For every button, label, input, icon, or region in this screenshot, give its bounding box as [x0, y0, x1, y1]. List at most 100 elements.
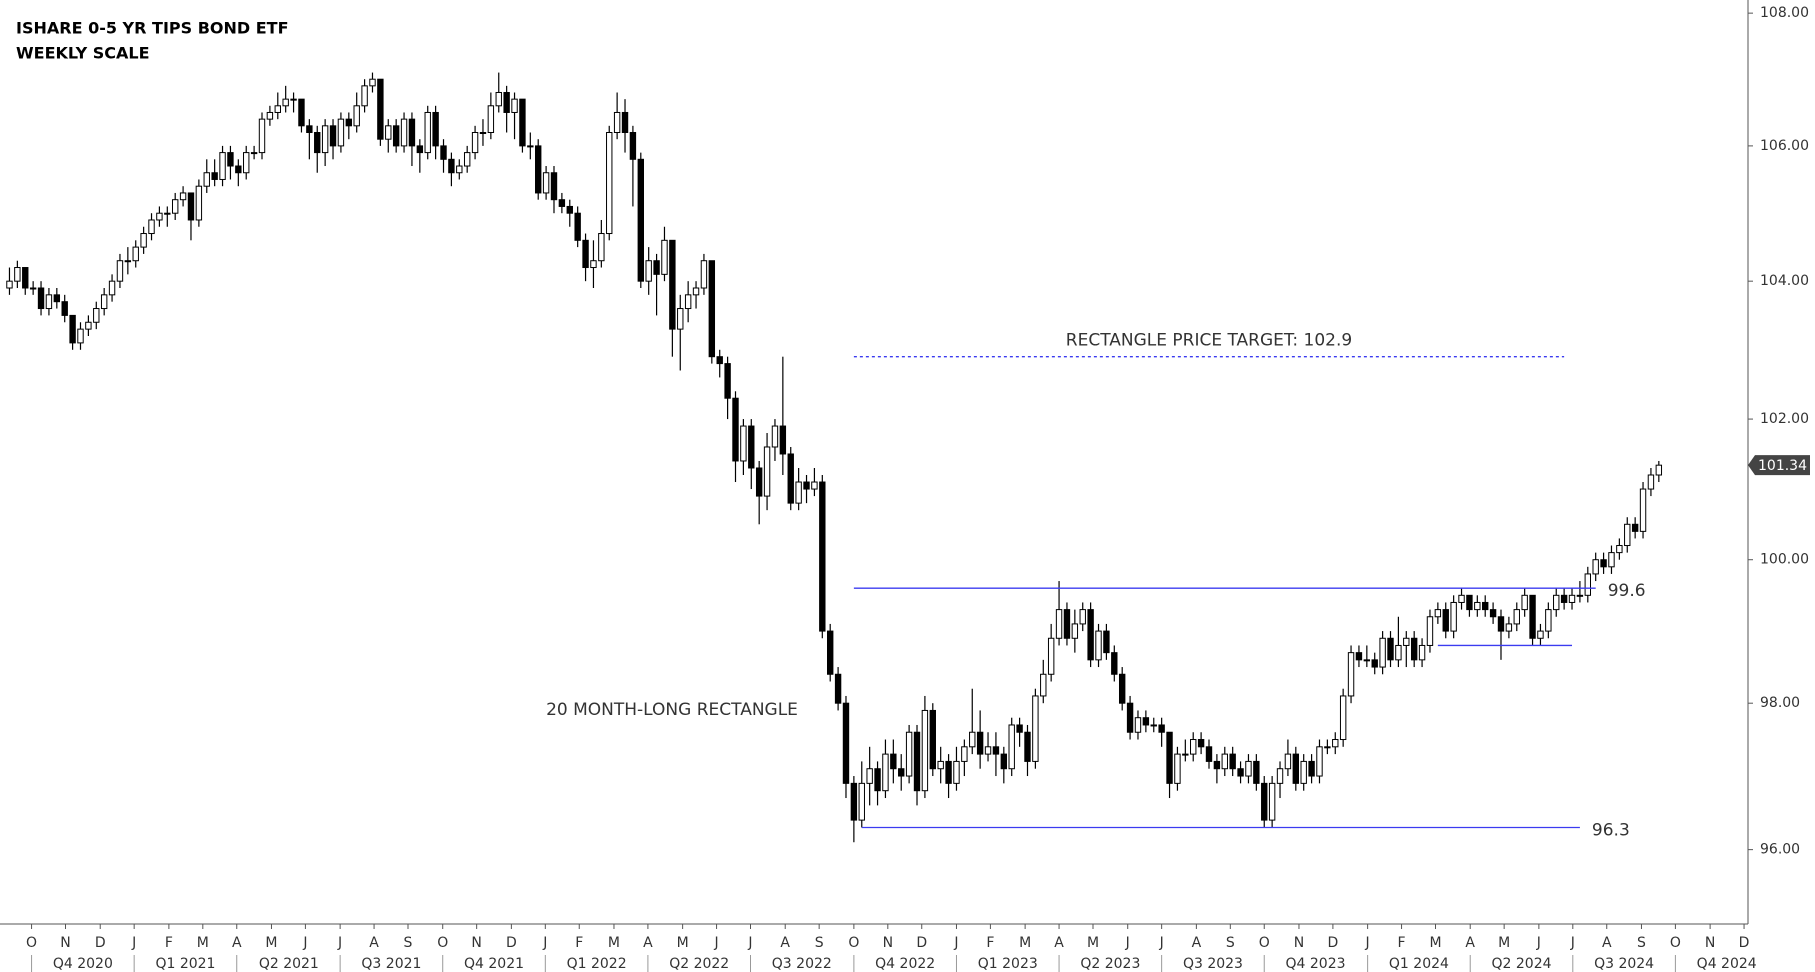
candle-body — [250, 152, 258, 155]
x-tick-label: J — [1159, 935, 1164, 951]
candle-body — [945, 760, 952, 784]
x-tick-label: A — [232, 935, 242, 951]
candle-body — [637, 158, 645, 282]
candle-body — [1205, 746, 1213, 762]
candle-body — [969, 731, 976, 748]
candle-body — [527, 145, 534, 148]
candle-body — [1553, 594, 1560, 611]
x-tick-label: M — [608, 935, 620, 951]
candle-body — [748, 425, 755, 469]
candle-body — [645, 260, 652, 282]
x-tick-label: S — [1637, 935, 1646, 951]
candle-body — [1190, 739, 1197, 755]
candle-body — [961, 746, 968, 762]
candle-body — [1253, 760, 1260, 784]
candle-body — [1316, 746, 1323, 777]
candle-body — [463, 152, 471, 167]
candle-body — [558, 199, 566, 207]
candle-body — [1268, 782, 1276, 821]
candle-body — [290, 98, 297, 101]
candle-body — [1505, 623, 1513, 632]
candle-body — [85, 321, 92, 330]
candle-body — [779, 425, 787, 455]
candle-body — [1182, 753, 1189, 756]
x-tick-label: F — [1398, 935, 1406, 951]
x-tick-label: S — [404, 935, 413, 951]
y-tick-label: 102.00 — [1760, 411, 1809, 427]
candle-body — [874, 768, 881, 792]
x-tick-label: J — [302, 935, 307, 951]
candle-body — [203, 172, 210, 187]
candle-body — [22, 267, 29, 289]
candle-body — [37, 287, 45, 310]
candle-body — [282, 98, 289, 107]
candle-body — [1418, 644, 1426, 661]
x-tick-label: N — [1294, 935, 1304, 951]
last-price-label: 101.34 — [1758, 458, 1807, 474]
x-tick-label: M — [677, 935, 689, 951]
candle-body — [1426, 616, 1434, 646]
y-tick-label: 100.00 — [1760, 552, 1809, 568]
candle-body — [795, 481, 802, 504]
candle-body — [298, 98, 305, 127]
candle-body — [1395, 644, 1402, 661]
candle-body — [598, 233, 605, 262]
y-tick-label: 104.00 — [1760, 273, 1809, 289]
candle-body — [511, 98, 518, 113]
candle-body — [1537, 630, 1544, 639]
candle-body — [116, 260, 124, 282]
candle-body — [29, 287, 37, 290]
candle-body — [1458, 594, 1465, 603]
candle-body — [1631, 523, 1639, 532]
chart-subtitle: WEEKLY SCALE — [16, 44, 150, 63]
x-tick-label: S — [1226, 935, 1235, 951]
quarter-label: Q3 2021 — [361, 956, 421, 972]
candle-body — [921, 709, 929, 792]
x-tick-label: D — [1739, 935, 1750, 951]
x-tick-label: J — [1125, 935, 1130, 951]
candle-body — [732, 397, 739, 462]
candle-body — [1063, 609, 1071, 639]
candle-body — [408, 118, 416, 147]
candle-body — [1324, 746, 1331, 749]
candle-body — [858, 782, 865, 821]
candle-body — [937, 760, 944, 770]
candle-body — [763, 446, 771, 497]
x-tick-label: M — [1429, 935, 1441, 951]
candle-body — [1608, 552, 1615, 568]
candle-body — [440, 145, 447, 160]
quarter-label: Q4 2023 — [1286, 956, 1346, 972]
x-tick-label: N — [471, 935, 481, 951]
x-tick-label: O — [1259, 935, 1270, 951]
x-tick-label: A — [1465, 935, 1475, 951]
candle-body — [1174, 753, 1181, 784]
candle-body — [1332, 739, 1339, 748]
candle-body — [495, 91, 502, 107]
candle-body — [1466, 594, 1473, 611]
candle-body — [1371, 659, 1378, 668]
x-tick-label: S — [815, 935, 824, 951]
candle-body — [1000, 753, 1008, 770]
candle-body — [1497, 616, 1505, 632]
candle-body — [629, 132, 637, 160]
candle-body — [1213, 760, 1221, 770]
x-tick-label: A — [780, 935, 790, 951]
candle-body — [1474, 601, 1481, 611]
candle-body — [1434, 609, 1442, 618]
candle-body — [621, 111, 629, 134]
candle-body — [755, 467, 763, 497]
candle-body — [479, 132, 487, 135]
candle-body — [1403, 637, 1410, 646]
x-tick-label: M — [1087, 935, 1099, 951]
candle-body — [1040, 673, 1047, 697]
candle-body — [542, 172, 550, 194]
candle-body — [1158, 724, 1165, 733]
candle-body — [684, 294, 692, 310]
candle-body — [61, 301, 68, 316]
candle-body — [1197, 739, 1205, 748]
candle-body — [69, 314, 76, 344]
candle-body — [661, 239, 668, 275]
candle-body — [361, 85, 368, 107]
